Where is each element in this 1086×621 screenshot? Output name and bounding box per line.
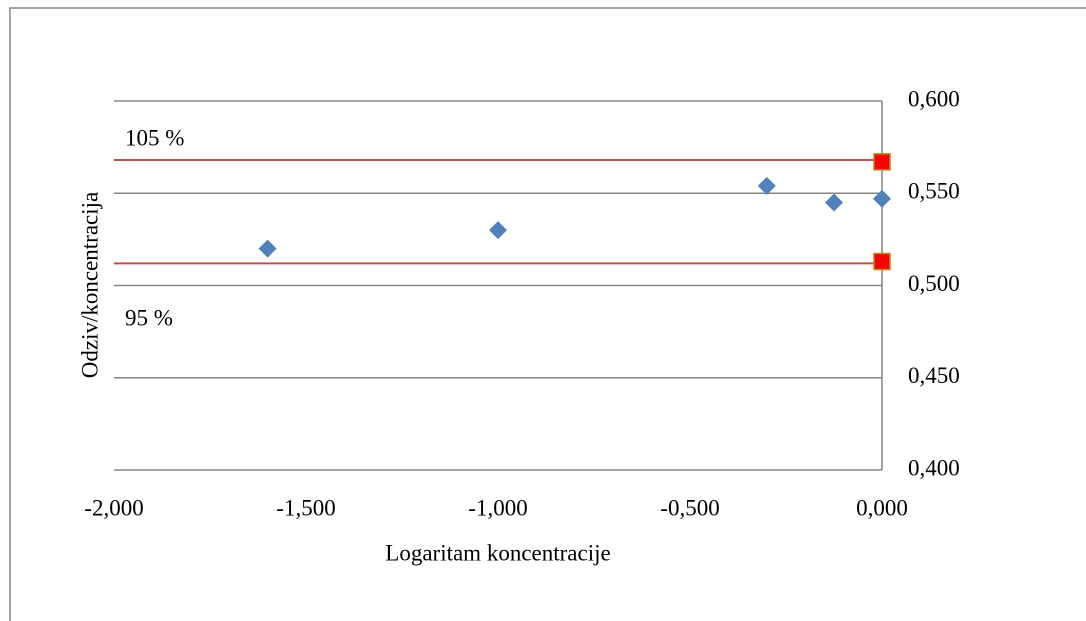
marker-diamond: [258, 239, 277, 258]
x-axis-title: Logaritam koncentracije: [385, 540, 610, 565]
x-tick-label: -0,500: [660, 495, 719, 520]
marker-diamond: [825, 193, 843, 212]
y-tick-label: 0,600: [908, 86, 960, 111]
marker-diamond: [757, 176, 776, 195]
x-tick-label: -1,500: [276, 495, 335, 520]
marker-diamond: [489, 221, 507, 240]
marker-square: [873, 252, 891, 271]
y-axis-title: Odziv/koncentracija: [77, 192, 102, 378]
y-tick-label: 0,500: [908, 271, 960, 296]
y-tick-label: 0,550: [908, 179, 960, 204]
marker-square: [873, 153, 891, 171]
x-tick-label: 0,000: [856, 495, 908, 520]
x-tick-label: -1,000: [468, 495, 527, 520]
marker-diamond: [873, 189, 891, 208]
chart-border: [9, 7, 1086, 621]
x-tick-label: -2,000: [84, 495, 143, 520]
reference-label: 95 %: [125, 306, 173, 331]
y-tick-label: 0,450: [908, 363, 960, 388]
reference-label: 105 %: [125, 125, 184, 150]
y-tick-label: 0,400: [908, 455, 960, 480]
